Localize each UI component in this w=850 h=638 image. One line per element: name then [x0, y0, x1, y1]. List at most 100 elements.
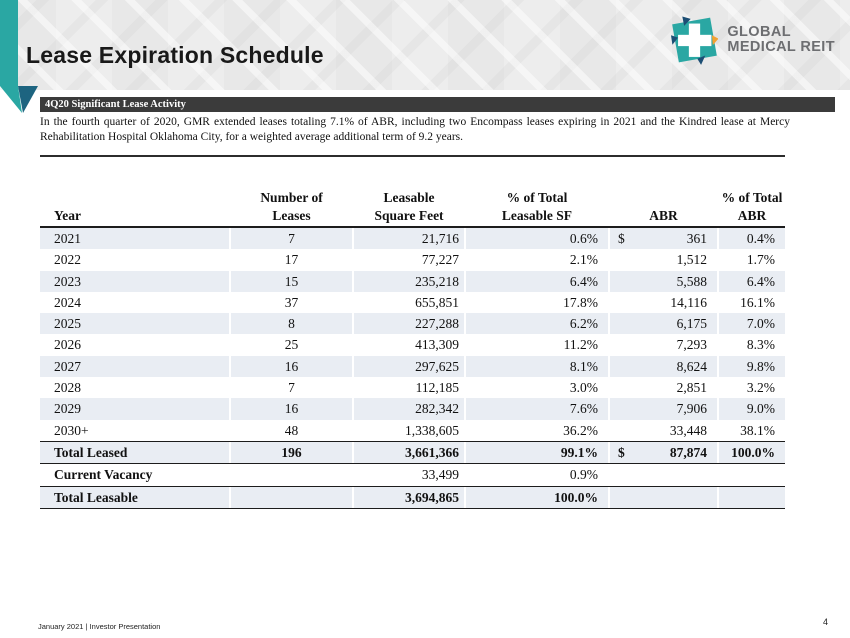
cell-number-of-leases: 7: [231, 228, 352, 250]
table-row: 2023 15 235,218 6.4% 5,588 6.4%: [40, 270, 785, 292]
cell-pct-total-leasable-sf: 11.2%: [563, 337, 598, 353]
cell-pct-total-leasable-sf: 100.0%: [466, 486, 608, 508]
abr-value: 33,448: [669, 422, 707, 438]
cell-leasable-square-feet: 282,342: [354, 398, 464, 420]
section-divider: [40, 155, 785, 157]
table-header-row: Year Number of Leases Leasable Square Feet % …: [40, 189, 785, 228]
cell-number-of-leases: 17: [284, 252, 299, 268]
table-row: 2026 25 413,309 11.2% 7,293 8.3%: [40, 334, 785, 355]
cell-year: 2029: [40, 398, 229, 420]
cell-pct-total-abr: 9.8%: [719, 355, 785, 378]
cell-pct-total-leasable-sf: 99.1%: [466, 441, 608, 464]
callout-body: In the fourth quarter of 2020, GMR exten…: [40, 116, 790, 143]
abr-value: 5,588: [676, 273, 707, 289]
column-header: Number of Leases: [260, 190, 323, 223]
gmr-logo: GLOBAL MEDICAL REIT: [671, 14, 835, 66]
cell-leasable-square-feet: 3,694,865: [354, 486, 464, 508]
column-header: ABR: [649, 208, 678, 223]
table-body: 2021 7 21,716 0.6% $361 0.4% 2022 17 77,227 2.1% 1…: [40, 228, 785, 509]
abr-value: 361: [686, 231, 707, 246]
dollar-sign: $: [618, 444, 625, 460]
abr-value: 14,116: [670, 294, 707, 310]
logo-text-line2: MEDICAL REIT: [727, 39, 835, 55]
dollar-sign: $: [618, 231, 625, 246]
cell-year: Current Vacancy: [54, 467, 153, 483]
cell-year: 2024: [54, 294, 81, 310]
cell-pct-total-abr: 7.0%: [719, 313, 785, 335]
cell-pct-total-abr: 1.7%: [746, 252, 775, 268]
cell-pct-total-abr: 8.3%: [746, 337, 775, 353]
table-row: 2022 17 77,227 2.1% 1,512 1.7%: [40, 249, 785, 270]
cell-leasable-square-feet: 77,227: [421, 252, 459, 268]
cell-leasable-square-feet: 21,716: [354, 228, 464, 250]
lease-activity-callout: 4Q20 Significant Lease Activity In the f…: [40, 97, 835, 145]
footer-text: January 2021 | Investor Presentation: [38, 622, 161, 631]
table-row: 2029 16 282,342 7.6% 7,906 9.0%: [40, 398, 785, 420]
accent-arrow-icon: [0, 86, 38, 113]
cell-number-of-leases: 196: [231, 441, 352, 464]
cell-number-of-leases: 16: [231, 355, 352, 378]
table-row: 2021 7 21,716 0.6% $361 0.4%: [40, 228, 785, 250]
cell-abr: $361: [610, 228, 717, 250]
cell-pct-total-abr: 38.1%: [740, 422, 775, 438]
cell-pct-total-abr: 16.1%: [740, 294, 775, 310]
cell-leasable-square-feet: 413,309: [415, 337, 459, 353]
cell-leasable-square-feet: 1,338,605: [405, 422, 459, 438]
cell-year: 2027: [40, 355, 229, 378]
cell-number-of-leases: 25: [284, 337, 299, 353]
cell-abr: 14,116: [610, 292, 717, 313]
cell-year: 2021: [40, 228, 229, 250]
cell-abr: $87,874: [610, 441, 717, 464]
accent-bar: [0, 0, 18, 86]
cell-pct-total-abr: 100.0%: [719, 441, 785, 464]
lease-expiration-table: Year Number of Leases Leasable Square Feet % …: [40, 189, 785, 509]
cell-number-of-leases: 37: [284, 294, 299, 310]
cell-year: 2025: [40, 313, 229, 335]
logo-text: GLOBAL MEDICAL REIT: [727, 23, 835, 56]
cell-number-of-leases: [231, 486, 352, 508]
cell-pct-total-abr: 0.4%: [719, 228, 785, 250]
table-row: Total Leasable 3,694,865 100.0%: [40, 486, 785, 509]
cell-pct-total-leasable-sf: 7.6%: [466, 398, 608, 420]
abr-value: 8,624: [676, 358, 707, 374]
table-row: 2028 7 112,185 3.0% 2,851 3.2%: [40, 377, 785, 398]
cell-number-of-leases: 15: [231, 270, 352, 292]
cell-pct-total-abr: 9.0%: [719, 398, 785, 420]
cell-number-of-leases: 16: [231, 398, 352, 420]
cell-year: 2022: [54, 252, 81, 268]
cell-number-of-leases: [231, 464, 352, 485]
column-header: % of Total ABR: [721, 190, 783, 223]
callout-header: 4Q20 Significant Lease Activity: [40, 97, 835, 112]
cell-leasable-square-feet: 235,218: [354, 270, 464, 292]
abr-value: 2,851: [676, 380, 707, 396]
cell-pct-total-leasable-sf: 3.0%: [569, 380, 598, 396]
cell-abr: 1,512: [610, 249, 717, 270]
cell-abr: 2,851: [610, 377, 717, 398]
cell-year: Total Leased: [40, 441, 229, 464]
cell-year: 2026: [54, 337, 81, 353]
cell-year: 2028: [54, 380, 81, 396]
cell-leasable-square-feet: 655,851: [415, 294, 459, 310]
cell-pct-total-leasable-sf: 2.1%: [569, 252, 598, 268]
cell-year: 2030+: [54, 422, 89, 438]
cell-abr: 5,588: [610, 270, 717, 292]
cell-pct-total-leasable-sf: 36.2%: [563, 422, 598, 438]
page-title: Lease Expiration Schedule: [26, 42, 324, 68]
gmr-logo-icon: [671, 16, 719, 65]
table-row: 2030+ 48 1,338,605 36.2% 33,448 38.1%: [40, 420, 785, 441]
logo-text-line1: GLOBAL: [727, 23, 791, 40]
abr-value: 7,906: [676, 401, 707, 417]
cell-abr: 33,448: [610, 420, 717, 441]
cell-leasable-square-feet: 112,185: [415, 380, 459, 396]
cell-pct-total-leasable-sf: 8.1%: [466, 355, 608, 378]
abr-value: 7,293: [676, 337, 707, 353]
cell-pct-total-abr: [719, 464, 785, 485]
cell-abr: 7,293: [610, 334, 717, 355]
cell-abr: [610, 464, 717, 485]
cell-leasable-square-feet: 297,625: [354, 355, 464, 378]
cell-pct-total-leasable-sf: 17.8%: [563, 294, 598, 310]
page-number: 4: [822, 617, 828, 627]
cell-leasable-square-feet: 33,499: [421, 467, 459, 483]
cell-pct-total-abr: [719, 486, 785, 508]
